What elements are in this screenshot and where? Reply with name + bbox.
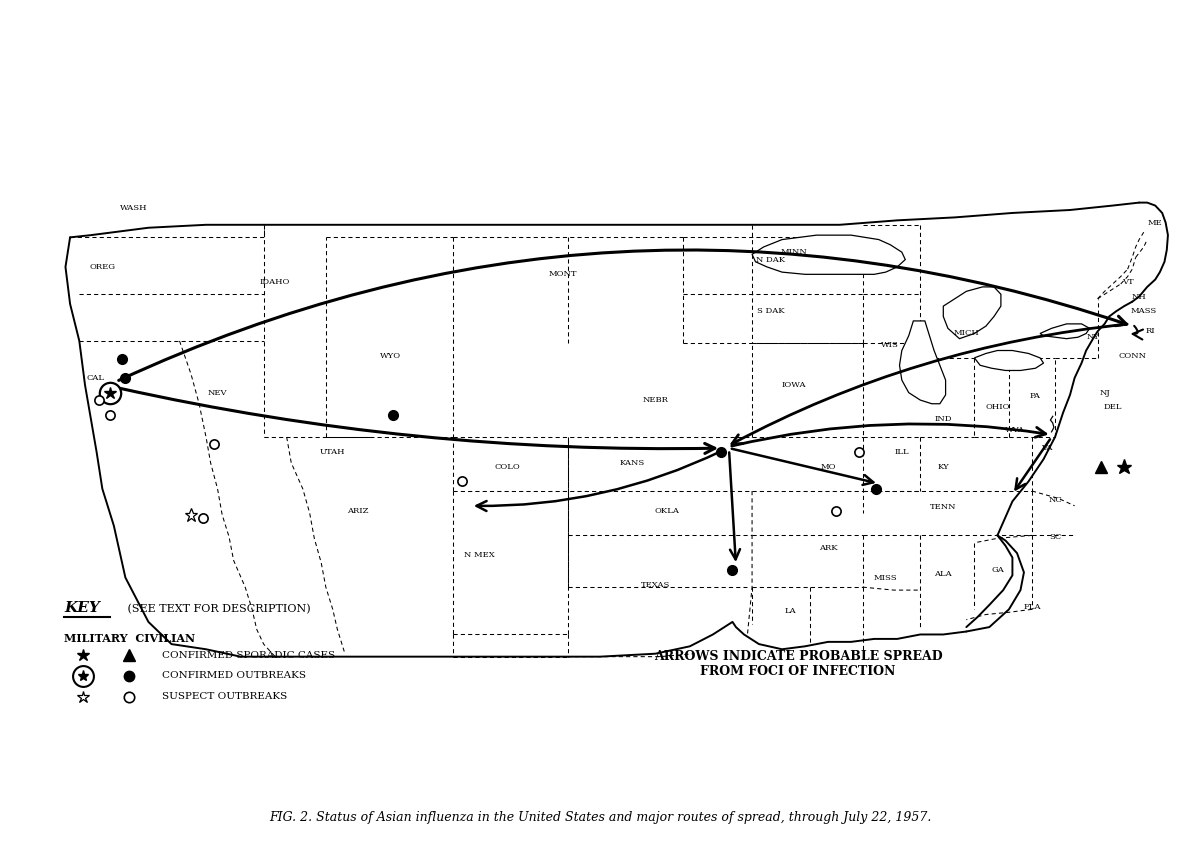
Text: MONT: MONT [548, 270, 577, 278]
Text: OREG: OREG [89, 263, 115, 271]
Polygon shape [900, 321, 946, 404]
Text: ARK: ARK [818, 544, 838, 552]
Text: WIS: WIS [881, 341, 899, 348]
Text: NY: NY [1086, 333, 1099, 341]
Text: WVA: WVA [1004, 426, 1025, 434]
Text: KANS: KANS [619, 459, 644, 467]
Text: MILITARY  CIVILIAN: MILITARY CIVILIAN [65, 633, 196, 644]
Text: OKLA: OKLA [654, 507, 679, 515]
Text: WASH: WASH [120, 204, 148, 212]
Text: RI: RI [1146, 327, 1156, 335]
Text: NH: NH [1132, 292, 1146, 301]
Text: N DAK: N DAK [756, 256, 785, 264]
Text: MO: MO [821, 462, 836, 471]
Text: WYO: WYO [379, 352, 401, 360]
Text: FLA: FLA [1024, 604, 1040, 611]
Text: NC: NC [1048, 496, 1062, 504]
Polygon shape [974, 350, 1044, 371]
Polygon shape [1040, 324, 1090, 338]
Text: S DAK: S DAK [757, 308, 785, 315]
Text: GA: GA [991, 566, 1004, 574]
Text: ME: ME [1148, 218, 1163, 227]
Text: ARROWS INDICATE PROBABLE SPREAD
FROM FOCI OF INFECTION: ARROWS INDICATE PROBABLE SPREAD FROM FOC… [654, 650, 942, 678]
Text: FIG. 2. Status of Asian influenza in the United States and major routes of sprea: FIG. 2. Status of Asian influenza in the… [269, 811, 931, 824]
Text: DEL: DEL [1103, 404, 1122, 411]
Text: KY: KY [937, 462, 949, 471]
Text: NEBR: NEBR [642, 396, 668, 404]
Text: OHIO: OHIO [985, 404, 1009, 411]
Text: IOWA: IOWA [781, 382, 805, 389]
Text: TEXAS: TEXAS [641, 581, 670, 589]
Text: PA: PA [1030, 393, 1040, 400]
Text: SC: SC [1049, 533, 1061, 541]
Text: ALA: ALA [935, 570, 952, 578]
Text: CONFIRMED SPORADIC CASES: CONFIRMED SPORADIC CASES [162, 651, 335, 660]
Text: MINN: MINN [780, 248, 806, 256]
Text: IDAHO: IDAHO [260, 278, 290, 286]
Text: N MEX: N MEX [463, 552, 494, 559]
Text: (SEE TEXT FOR DESCRIPTION): (SEE TEXT FOR DESCRIPTION) [125, 604, 311, 615]
Text: ARIZ: ARIZ [347, 507, 368, 515]
Text: NJ: NJ [1099, 388, 1110, 397]
Text: COLO: COLO [494, 462, 521, 471]
Text: ILL: ILL [894, 448, 910, 456]
Text: MASS: MASS [1130, 308, 1157, 315]
Text: SUSPECT OUTBREAKS: SUSPECT OUTBREAKS [162, 692, 288, 701]
Text: CAL: CAL [86, 374, 104, 382]
Text: NEV: NEV [208, 388, 227, 397]
Text: CONFIRMED OUTBREAKS: CONFIRMED OUTBREAKS [162, 672, 306, 680]
Text: LA: LA [785, 607, 796, 615]
Polygon shape [943, 287, 1001, 338]
Text: KEY: KEY [65, 600, 100, 615]
Text: MISS: MISS [874, 574, 898, 581]
Text: TENN: TENN [930, 503, 956, 512]
Text: IND: IND [935, 415, 952, 422]
Text: VA: VA [1042, 444, 1052, 452]
Text: MICH: MICH [954, 330, 979, 337]
Text: VT: VT [1122, 278, 1134, 286]
Polygon shape [752, 235, 905, 275]
Text: CONN: CONN [1118, 352, 1146, 360]
Text: UTAH: UTAH [320, 448, 346, 456]
